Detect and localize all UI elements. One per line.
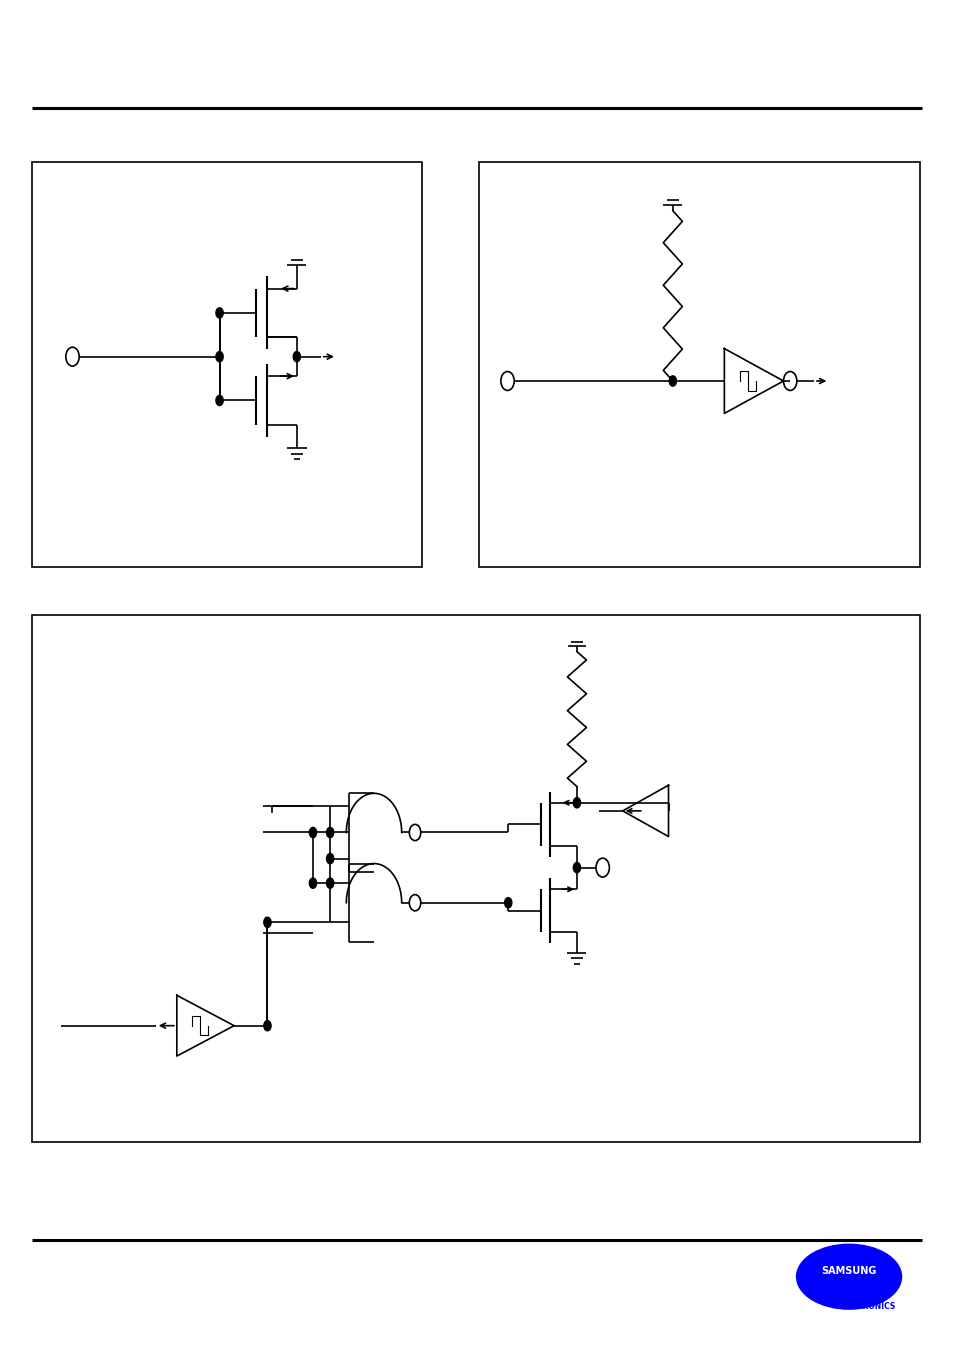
Ellipse shape bbox=[796, 1244, 901, 1309]
Circle shape bbox=[668, 376, 676, 386]
Circle shape bbox=[573, 862, 580, 873]
Bar bbox=[32, 615, 919, 1142]
Circle shape bbox=[215, 351, 223, 362]
Circle shape bbox=[504, 897, 512, 908]
Circle shape bbox=[215, 308, 223, 317]
Bar bbox=[478, 162, 919, 567]
Circle shape bbox=[309, 827, 316, 838]
Circle shape bbox=[293, 351, 300, 362]
Circle shape bbox=[215, 396, 223, 405]
Circle shape bbox=[326, 827, 334, 838]
Circle shape bbox=[309, 878, 316, 889]
Circle shape bbox=[326, 854, 334, 863]
Circle shape bbox=[573, 797, 580, 808]
Text: SAMSUNG: SAMSUNG bbox=[821, 1266, 876, 1277]
Circle shape bbox=[326, 878, 334, 889]
Bar bbox=[32, 162, 421, 567]
Circle shape bbox=[264, 917, 271, 928]
Text: ELECTRONICS: ELECTRONICS bbox=[836, 1302, 895, 1310]
Circle shape bbox=[264, 1020, 271, 1031]
